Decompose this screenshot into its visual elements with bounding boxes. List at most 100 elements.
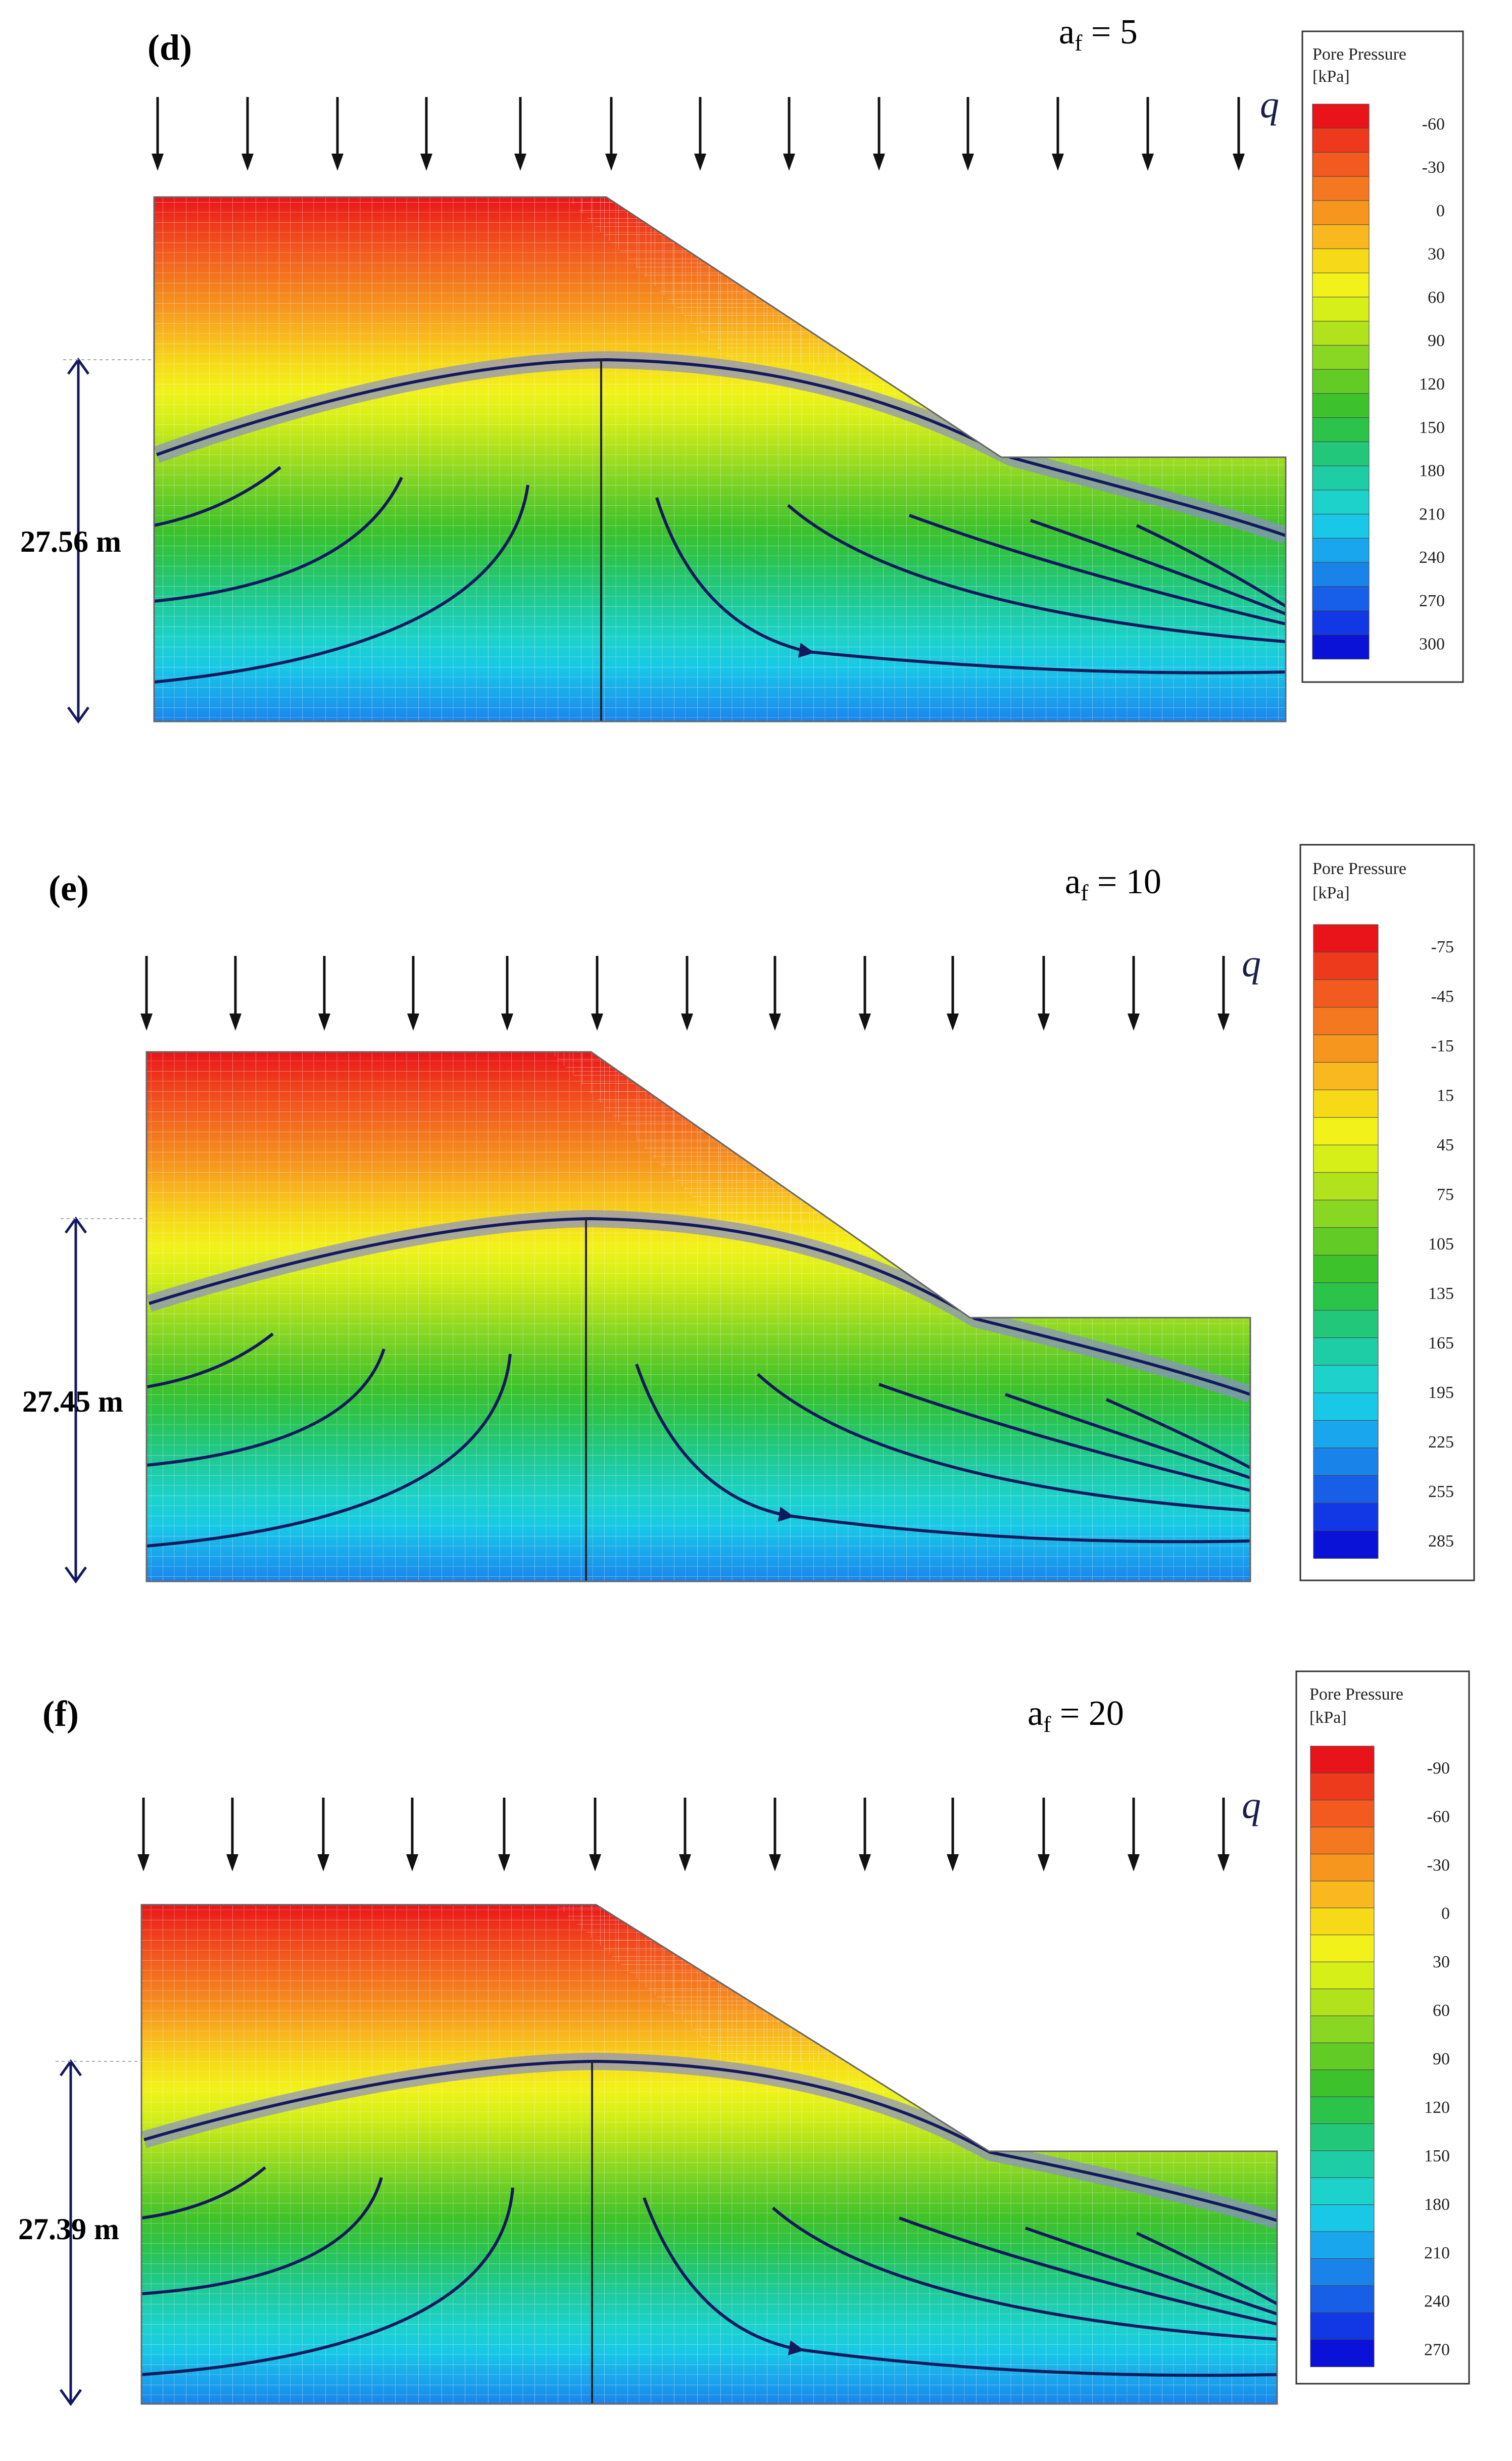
legend-swatch <box>1310 1880 1375 1909</box>
legend-swatch <box>1313 1144 1379 1173</box>
legend-swatch <box>1310 2204 1375 2233</box>
legend-swatch <box>1312 176 1370 202</box>
legend-tick-label: 75 <box>1437 1185 1454 1204</box>
legend-tick-label: 30 <box>1428 245 1445 264</box>
legend-swatch <box>1312 441 1370 467</box>
legend-swatch <box>1313 979 1379 1008</box>
panel-f-load-arrows-head-6 <box>679 1854 691 1871</box>
legend-tick-label: 0 <box>1436 202 1445 220</box>
legend-swatch <box>1310 2096 1375 2125</box>
panel-e-load-arrows-head-12 <box>1217 1014 1230 1031</box>
legend-swatch <box>1310 2177 1375 2205</box>
legend-swatch <box>1312 562 1370 587</box>
panel-f-load-arrows-head-8 <box>859 1854 871 1871</box>
panel-d-load-arrows-head-2 <box>331 154 344 171</box>
legend-swatch <box>1313 924 1379 953</box>
legend-tick-label: 270 <box>1419 592 1445 610</box>
panel-e-load-arrows <box>140 956 1230 1031</box>
legend-swatch <box>1310 2312 1375 2340</box>
panel-e-load-arrows-head-4 <box>501 1014 513 1031</box>
panel-f-load-arrows-head-10 <box>1038 1854 1050 1871</box>
legend-swatch <box>1313 1089 1379 1118</box>
legend-tick-label: 180 <box>1424 2195 1450 2214</box>
legend-swatch <box>1313 1227 1379 1256</box>
legend-tick-label: 195 <box>1428 1383 1454 1402</box>
panel-f-load-arrows-head-5 <box>589 1854 601 1871</box>
legend-swatch <box>1313 1282 1379 1311</box>
legend-swatch <box>1310 1800 1375 1828</box>
legend-tick-label: 240 <box>1419 548 1445 567</box>
legend-swatch <box>1313 1034 1379 1063</box>
legend-tick-label: 120 <box>1424 2098 1450 2117</box>
panel-e-load-arrows-head-6 <box>681 1014 693 1031</box>
panel-e-height-label: 27.45 m <box>22 1385 123 1418</box>
panel-f-load-arrows-head-4 <box>498 1854 510 1871</box>
legend-swatch <box>1312 514 1370 539</box>
legend-tick-label: 60 <box>1433 2001 1450 2020</box>
panel-e-af-label: af = 10 <box>1065 862 1161 905</box>
panel-e-legend-title: Pore Pressure <box>1312 859 1406 878</box>
legend-swatch <box>1313 1503 1379 1531</box>
panel-d-load-arrows-head-6 <box>694 154 706 171</box>
legend-swatch <box>1313 1530 1379 1559</box>
panel-f: (f) af = 20 q <box>18 1670 1470 2406</box>
legend-tick-label: -60 <box>1422 115 1445 133</box>
legend-swatch <box>1312 104 1370 129</box>
legend-tick-label: 90 <box>1428 331 1445 350</box>
panel-d-legend-unit: [kPa] <box>1312 67 1350 86</box>
legend-tick-label: 210 <box>1419 505 1445 523</box>
panel-e-load-arrows-head-2 <box>318 1014 330 1031</box>
legend-swatch <box>1313 1447 1379 1476</box>
legend-tick-label: 30 <box>1433 1953 1450 1971</box>
legend-tick-label: 285 <box>1428 1532 1454 1551</box>
legend-swatch <box>1310 2015 1375 2044</box>
panel-e: (e) af = 10 q <box>22 844 1475 1584</box>
legend-swatch <box>1313 1172 1379 1201</box>
legend-swatch <box>1310 1854 1375 1882</box>
legend-tick-label: -75 <box>1431 938 1454 956</box>
legend-tick-label: -30 <box>1427 1856 1450 1874</box>
legend-swatch <box>1312 393 1370 418</box>
legend-tick-label: 60 <box>1428 288 1445 307</box>
legend-tick-label: 135 <box>1428 1284 1454 1303</box>
legend-swatch <box>1312 417 1370 443</box>
legend-tick-label: 210 <box>1424 2244 1450 2262</box>
legend-tick-label: 150 <box>1424 2147 1450 2165</box>
legend-swatch <box>1312 152 1370 177</box>
panel-d-legend: Pore Pressure [kPa] -60 -30 0 30 60 90 120 150 1… <box>1301 30 1464 683</box>
panel-e-load-arrows-head-7 <box>769 1014 781 1031</box>
legend-swatch <box>1312 200 1370 225</box>
panel-d-load-arrows-head-0 <box>152 154 164 171</box>
legend-tick-label: 0 <box>1441 1904 1450 1923</box>
panel-f-load-arrows-head-9 <box>947 1854 959 1871</box>
legend-tick-label: 300 <box>1419 635 1445 654</box>
panel-d-load-arrows-head-10 <box>1052 154 1064 171</box>
legend-tick-label: 120 <box>1419 375 1445 394</box>
legend-swatch <box>1313 1365 1379 1393</box>
legend-swatch <box>1313 1117 1379 1146</box>
panel-d-slope-body <box>153 196 1287 722</box>
legend-swatch <box>1313 1337 1379 1366</box>
legend-tick-label: -15 <box>1431 1037 1454 1055</box>
legend-swatch <box>1313 1310 1379 1338</box>
panel-d-load-arrows-head-1 <box>241 154 254 171</box>
panel-e-height-dimension: 27.45 m <box>22 1216 147 1584</box>
legend-swatch <box>1312 610 1370 636</box>
legend-tick-label: 15 <box>1437 1086 1454 1105</box>
legend-swatch <box>1313 952 1379 981</box>
panel-f-legend-unit: [kPa] <box>1309 1708 1347 1727</box>
legend-swatch <box>1310 1826 1375 1855</box>
legend-swatch <box>1313 1475 1379 1504</box>
panel-f-load-arrows-head-7 <box>769 1854 781 1871</box>
panel-e-load-arrows-head-8 <box>859 1014 871 1031</box>
panel-d-height-dimension: 27.56 m <box>20 357 154 724</box>
legend-tick-label: -90 <box>1427 1759 1450 1777</box>
legend-swatch <box>1310 2069 1375 2098</box>
panel-f-af-label: af = 20 <box>1028 1694 1124 1737</box>
legend-swatch <box>1310 2258 1375 2286</box>
legend-swatch <box>1312 297 1370 322</box>
panel-d-load-arrows-head-12 <box>1233 154 1245 171</box>
panel-e-legend-unit: [kPa] <box>1312 884 1350 902</box>
panel-f-load-arrows <box>137 1798 1230 1871</box>
legend-swatch <box>1312 321 1370 346</box>
